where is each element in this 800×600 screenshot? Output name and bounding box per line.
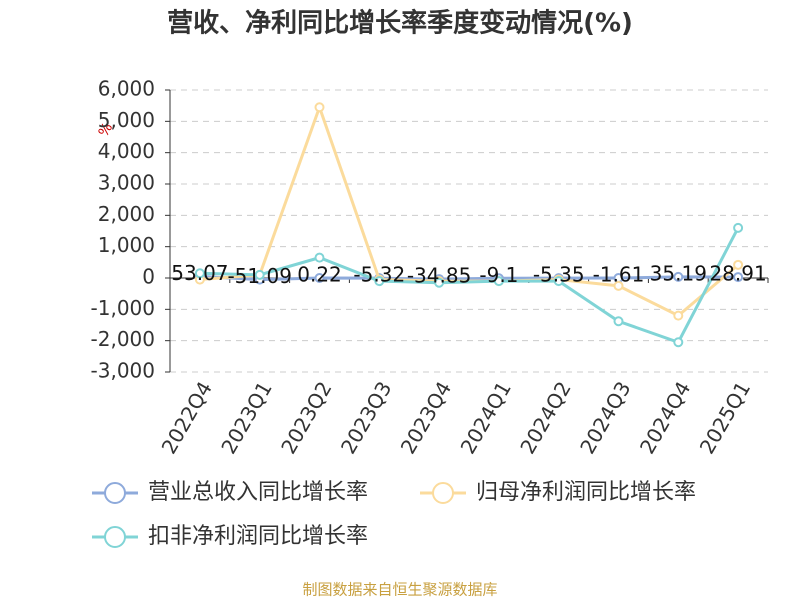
data-point xyxy=(673,271,684,282)
x-tick-label: 2023Q3 xyxy=(336,377,396,458)
x-tick-label: 2025Q1 xyxy=(695,377,755,458)
data-point xyxy=(374,276,385,287)
legend-label: 扣非净利润同比增长率 xyxy=(148,524,368,549)
y-tick-label: -1,000 xyxy=(91,296,155,320)
data-point xyxy=(613,280,624,291)
data-point xyxy=(613,316,624,327)
y-tick-label: 2,000 xyxy=(98,202,155,226)
y-tick-label: -3,000 xyxy=(91,359,155,383)
y-tick-label: 0 xyxy=(142,265,155,289)
y-tick-label: 1,000 xyxy=(98,233,155,257)
data-label: 0.22 xyxy=(297,262,342,286)
legend-marker xyxy=(104,482,126,504)
data-point xyxy=(434,277,445,288)
chart-title: 营收、净利同比增长率季度变动情况(%) xyxy=(167,8,633,39)
data-label: -34.85 xyxy=(407,264,471,288)
data-point xyxy=(314,102,325,113)
data-label: -51.09 xyxy=(227,264,291,288)
data-point xyxy=(673,310,684,321)
y-tick-label: -2,000 xyxy=(91,327,155,351)
data-point xyxy=(733,272,744,283)
legend-item[interactable]: 营业总收入同比增长率 xyxy=(92,480,368,505)
series-line xyxy=(199,274,739,282)
data-label: -9.1 xyxy=(479,263,518,287)
x-tick-label: 2024Q2 xyxy=(515,377,575,458)
data-label: 28.91 xyxy=(709,262,766,286)
legend-label: 归母净利润同比增长率 xyxy=(476,480,696,505)
legend-item[interactable]: 扣非净利润同比增长率 xyxy=(92,524,368,549)
data-point xyxy=(733,222,744,233)
y-tick-label: 4,000 xyxy=(98,139,155,163)
data-point xyxy=(673,337,684,348)
y-tick-label: 6,000 xyxy=(98,77,155,101)
x-tick-label: 2023Q2 xyxy=(276,377,336,458)
data-point xyxy=(733,259,744,270)
data-point xyxy=(553,276,564,287)
legend-item[interactable]: 归母净利润同比增长率 xyxy=(420,480,696,505)
x-tick-label: 2024Q1 xyxy=(456,377,516,458)
y-tick-label: 5,000 xyxy=(98,108,155,132)
data-point xyxy=(194,268,205,279)
data-point xyxy=(493,276,504,287)
data-label: 35.19 xyxy=(650,261,707,285)
y-tick-label: 3,000 xyxy=(98,171,155,195)
legend-marker xyxy=(432,482,454,504)
data-label: -5.32 xyxy=(353,263,405,287)
x-tick-label: 2024Q3 xyxy=(575,377,635,458)
data-label: 53.07 xyxy=(171,261,228,285)
legend-marker xyxy=(104,526,126,548)
data-label: -5.35 xyxy=(533,263,585,287)
x-tick-label: 2024Q4 xyxy=(635,377,695,458)
data-point xyxy=(314,272,325,283)
x-tick-label: 2022Q4 xyxy=(157,377,217,458)
x-tick-label: 2023Q1 xyxy=(216,377,276,458)
x-tick-label: 2023Q4 xyxy=(396,377,456,458)
series-line xyxy=(199,227,740,345)
data-point xyxy=(314,252,325,263)
source-note: 制图数据来自恒生聚源数据库 xyxy=(302,581,497,599)
data-point xyxy=(254,269,265,280)
legend-label: 营业总收入同比增长率 xyxy=(148,480,368,505)
data-label: -1.61 xyxy=(593,263,645,287)
